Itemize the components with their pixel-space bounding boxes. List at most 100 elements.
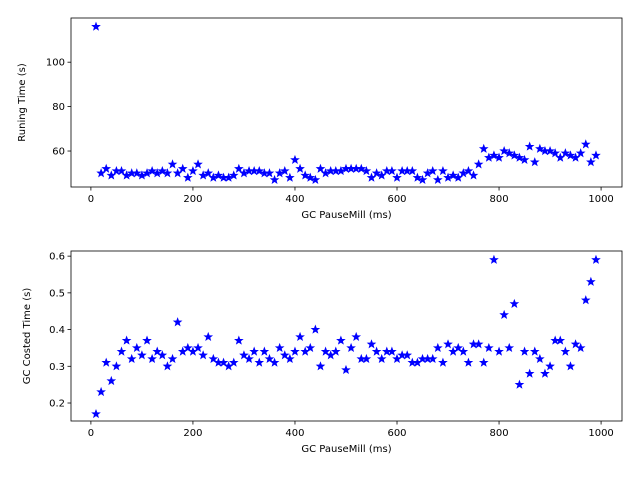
data-point xyxy=(147,353,157,364)
data-point xyxy=(489,150,499,160)
data-point xyxy=(438,165,448,176)
data-point xyxy=(177,163,188,173)
x-tick-label: 400 xyxy=(285,428,304,439)
data-point xyxy=(218,357,229,367)
data-point xyxy=(484,342,494,353)
data-point xyxy=(249,346,259,356)
data-point xyxy=(96,168,106,178)
data-point xyxy=(295,163,305,173)
data-point xyxy=(330,346,341,356)
data-point xyxy=(244,353,254,364)
y-tick-label: 80 xyxy=(52,102,65,113)
data-point xyxy=(285,353,295,364)
data-point xyxy=(310,324,321,334)
data-point xyxy=(101,357,112,367)
data-point xyxy=(565,150,576,160)
data-point xyxy=(132,342,142,353)
data-point xyxy=(499,145,509,156)
data-point xyxy=(422,168,433,178)
data-point xyxy=(524,141,535,151)
data-point xyxy=(443,339,453,349)
data-point xyxy=(295,331,305,342)
data-point xyxy=(126,353,137,364)
data-point xyxy=(96,386,106,397)
data-point xyxy=(371,346,382,356)
data-point xyxy=(361,353,372,364)
data-point xyxy=(91,21,101,31)
data-point xyxy=(116,165,127,176)
data-point xyxy=(356,163,367,173)
data-point xyxy=(279,165,290,176)
data-point xyxy=(259,346,270,356)
data-point xyxy=(142,335,152,345)
data-point xyxy=(417,174,428,184)
data-point xyxy=(336,165,346,176)
data-point xyxy=(91,408,101,419)
data-point xyxy=(157,165,168,176)
x-tick-label: 200 xyxy=(183,428,202,439)
data-point xyxy=(147,165,157,176)
data-point xyxy=(376,353,387,364)
data-point xyxy=(290,154,300,164)
data-point xyxy=(514,152,525,162)
data-point xyxy=(172,317,183,327)
data-point xyxy=(111,361,122,371)
data-point xyxy=(193,159,203,169)
axes-frame xyxy=(70,17,623,188)
data-point xyxy=(162,361,173,371)
data-point xyxy=(433,174,443,184)
data-point xyxy=(509,150,520,160)
x-tick-label: 0 xyxy=(88,194,94,205)
data-point xyxy=(152,346,163,356)
data-point xyxy=(137,350,147,360)
axes-frame xyxy=(70,250,623,422)
data-point xyxy=(341,364,351,375)
data-point xyxy=(162,168,173,178)
data-point xyxy=(274,168,285,178)
data-point xyxy=(524,368,535,378)
data-point xyxy=(519,154,530,164)
y-tick-label: 0.3 xyxy=(49,362,65,373)
data-point xyxy=(433,342,443,353)
data-point xyxy=(504,148,515,158)
data-point xyxy=(494,346,504,356)
data-point xyxy=(183,172,193,182)
data-point xyxy=(509,298,520,308)
data-point xyxy=(463,357,474,367)
y-tick-label: 0.5 xyxy=(49,288,65,299)
data-point xyxy=(458,346,469,356)
data-point xyxy=(575,342,586,353)
data-point xyxy=(213,170,224,180)
data-point xyxy=(172,168,183,178)
data-point xyxy=(239,168,249,178)
data-point xyxy=(132,168,142,178)
subplot-1: 0 200 400 600 800 1000 60 80 100 GC PauseMill (ms… xyxy=(17,17,623,221)
data-point xyxy=(234,335,244,345)
data-point xyxy=(586,276,596,286)
data-point xyxy=(427,353,438,364)
data-point xyxy=(121,335,132,345)
data-point xyxy=(519,346,530,356)
data-point xyxy=(183,342,193,353)
data-point xyxy=(274,342,285,353)
data-point xyxy=(239,350,249,360)
data-point xyxy=(142,168,152,178)
data-point xyxy=(203,168,214,178)
data-point xyxy=(387,165,397,176)
data-point xyxy=(560,346,571,356)
x-tick-label: 800 xyxy=(489,194,508,205)
data-point xyxy=(484,152,494,162)
data-point xyxy=(402,350,413,360)
data-point xyxy=(290,346,300,356)
data-point xyxy=(560,148,571,158)
data-point xyxy=(167,159,178,169)
data-point xyxy=(361,165,372,176)
data-point xyxy=(591,254,601,264)
data-point xyxy=(228,357,239,367)
y-tick-label: 0.4 xyxy=(49,325,65,336)
data-point xyxy=(234,163,244,173)
data-point xyxy=(591,150,601,160)
data-point xyxy=(504,342,515,353)
data-point xyxy=(499,309,509,319)
